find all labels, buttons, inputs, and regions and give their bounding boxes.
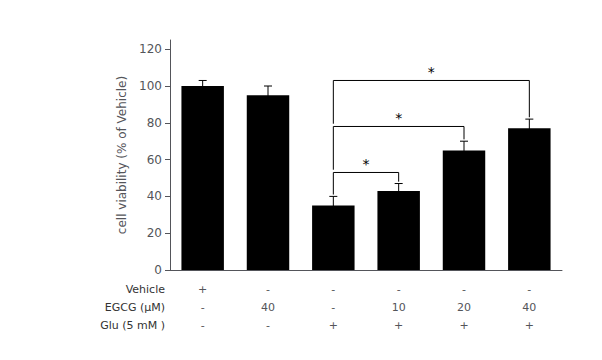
- svg-text:EGCG (μM): EGCG (μM): [105, 301, 165, 314]
- svg-text:0: 0: [154, 263, 162, 277]
- svg-text:-: -: [462, 283, 466, 296]
- svg-text:-: -: [331, 301, 335, 314]
- svg-text:*: *: [428, 64, 435, 80]
- svg-text:+: +: [198, 283, 207, 296]
- svg-text:+: +: [525, 319, 534, 332]
- svg-text:-: -: [527, 283, 531, 296]
- svg-text:40: 40: [147, 189, 162, 203]
- svg-text:cell viability (% of Vehicle): cell viability (% of Vehicle): [115, 76, 129, 234]
- svg-text:80: 80: [147, 116, 162, 130]
- svg-text:+: +: [329, 319, 338, 332]
- svg-text:20: 20: [457, 301, 471, 314]
- svg-text:20: 20: [147, 226, 162, 240]
- svg-text:*: *: [395, 110, 402, 126]
- svg-text:-: -: [397, 283, 401, 296]
- svg-text:+: +: [459, 319, 468, 332]
- svg-text:-: -: [331, 283, 335, 296]
- svg-text:10: 10: [392, 301, 406, 314]
- svg-text:100: 100: [139, 79, 162, 93]
- svg-text:-: -: [201, 301, 205, 314]
- svg-text:Glu (5 mM ): Glu (5 mM ): [100, 319, 165, 332]
- svg-text:40: 40: [261, 301, 275, 314]
- svg-text:60: 60: [147, 153, 162, 167]
- svg-text:120: 120: [139, 42, 162, 56]
- svg-text:Vehicle: Vehicle: [126, 283, 166, 296]
- svg-text:-: -: [266, 283, 270, 296]
- svg-text:-: -: [201, 319, 205, 332]
- svg-text:-: -: [266, 319, 270, 332]
- svg-text:+: +: [394, 319, 403, 332]
- svg-text:40: 40: [522, 301, 536, 314]
- svg-text:*: *: [363, 156, 370, 172]
